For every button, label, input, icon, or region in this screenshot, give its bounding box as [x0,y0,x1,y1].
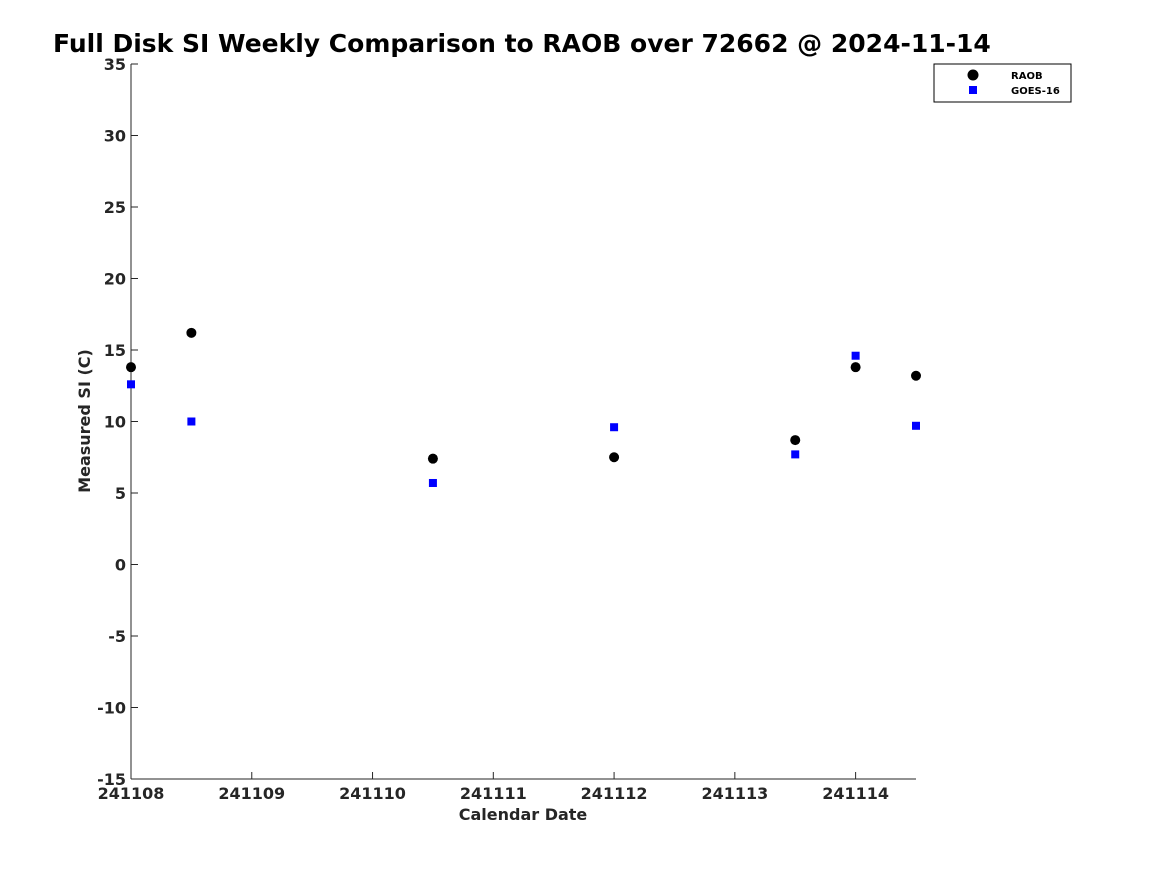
legend-label-goes16: GOES-16 [1011,86,1060,97]
y-tick-label: -5 [108,627,126,646]
point-raob [609,452,620,463]
x-tick-label: 241109 [218,784,285,803]
y-tick-label: 20 [104,270,126,289]
legend-marker-raob [967,69,979,81]
x-tick-label: 241114 [822,784,889,803]
x-axis-label: Calendar Date [459,805,588,824]
x-tick-label: 241110 [339,784,406,803]
point-goes16 [187,417,196,426]
point-raob [427,453,438,464]
x-tick-label: 241108 [98,784,165,803]
data-points [126,327,921,487]
point-goes16 [791,450,800,459]
point-goes16 [851,351,860,360]
axes [130,64,916,780]
y-tick-label: 5 [115,484,126,503]
legend-marker-goes16 [969,86,977,94]
point-raob [186,327,197,338]
legend: RAOB GOES-16 [933,63,1072,103]
y-tick-label: 0 [115,556,126,575]
x-ticks: 241108 241109 241110 241111 241112 241113 2411… [98,772,889,803]
x-tick-label: 241113 [701,784,768,803]
point-goes16 [428,478,437,487]
y-tick-label: 35 [104,55,126,74]
point-raob [911,370,921,381]
x-tick-label: 241112 [581,784,648,803]
point-raob [790,435,801,446]
point-goes16 [912,421,920,430]
y-tick-label: 30 [104,127,126,146]
y-tick-label: 25 [104,198,126,217]
chart-title: Full Disk SI Weekly Comparison to RAOB o… [53,29,991,58]
y-ticks: 35 30 25 20 15 10 5 0 -5 -10 -15 [97,55,138,789]
y-tick-label: 15 [104,341,126,360]
point-raob [850,362,861,373]
y-tick-label: -10 [97,699,126,718]
legend-label-raob: RAOB [1011,71,1043,82]
y-axis-label: Measured SI (C) [75,349,94,493]
point-raob [126,362,136,373]
point-goes16 [610,423,619,432]
y-tick-label: 10 [104,413,126,432]
legend-box [933,63,1072,103]
y-tick-label: -15 [97,770,126,789]
point-goes16 [127,380,135,389]
x-tick-label: 241111 [460,784,527,803]
